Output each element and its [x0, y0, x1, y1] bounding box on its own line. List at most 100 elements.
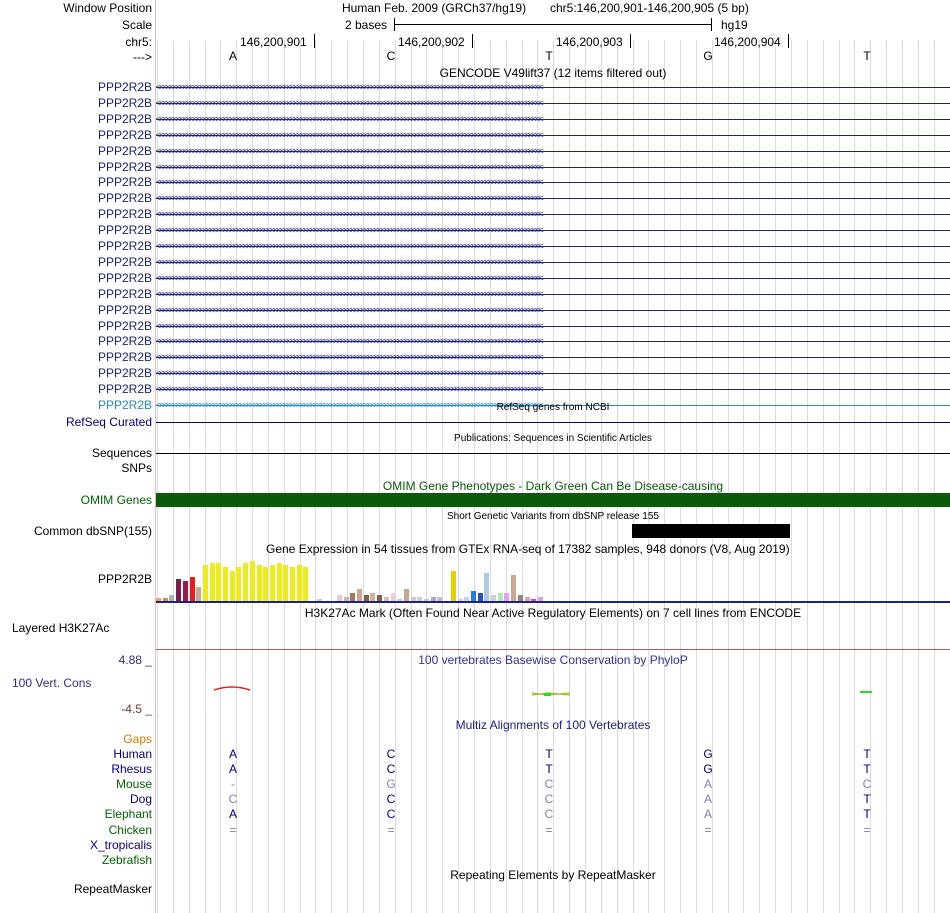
gtex-tissue-bar[interactable] — [290, 567, 295, 601]
gencode-gene-label[interactable]: PPP2R2B — [97, 334, 152, 349]
gencode-transcript[interactable]: <<<<<<<<<<<<<<<<<<<<<<<<<<<<<<<<<<<<<<<<… — [156, 160, 950, 174]
track-data-area[interactable]: Human Feb. 2009 (GRCh37/hg19) chr5:146,2… — [156, 0, 950, 913]
gtex-tissue-bar[interactable] — [470, 591, 476, 601]
gencode-transcript[interactable]: <<<<<<<<<<<<<<<<<<<<<<<<<<<<<<<<<<<<<<<<… — [156, 128, 950, 142]
gtex-tissue-bar[interactable] — [450, 571, 456, 601]
gencode-transcript[interactable]: <<<<<<<<<<<<<<<<<<<<<<<<<<<<<<<<<<<<<<<<… — [156, 366, 950, 380]
gencode-gene-label[interactable]: PPP2R2B — [97, 239, 152, 253]
refseq-curated-label[interactable]: RefSeq Curated — [65, 415, 152, 429]
gtex-tissue-bar[interactable] — [336, 595, 342, 601]
gtex-tissue-bar[interactable] — [269, 565, 275, 601]
gencode-transcript[interactable]: <<<<<<<<<<<<<<<<<<<<<<<<<<<<<<<<<<<<<<<<… — [156, 255, 950, 269]
gtex-tissue-bar[interactable] — [169, 595, 175, 601]
gtex-tissue-bar[interactable] — [276, 563, 282, 601]
species-label[interactable]: Rhesus — [111, 762, 152, 777]
gtex-tissue-bar[interactable] — [517, 595, 523, 601]
gencode-transcript[interactable]: <<<<<<<<<<<<<<<<<<<<<<<<<<<<<<<<<<<<<<<<… — [156, 398, 950, 412]
gencode-transcript[interactable]: <<<<<<<<<<<<<<<<<<<<<<<<<<<<<<<<<<<<<<<<… — [156, 112, 950, 126]
gencode-gene-label[interactable]: PPP2R2B — [97, 254, 152, 269]
gtex-tissue-bar[interactable] — [209, 563, 215, 601]
gtex-tissue-bar[interactable] — [350, 593, 356, 601]
gencode-gene-label[interactable]: PPP2R2B — [97, 302, 152, 317]
gencode-transcript[interactable]: <<<<<<<<<<<<<<<<<<<<<<<<<<<<<<<<<<<<<<<<… — [156, 96, 950, 110]
gtex-tissue-bar[interactable] — [363, 595, 369, 601]
gencode-gene-label[interactable]: PPP2R2B — [97, 143, 152, 158]
gtex-tissue-bar[interactable] — [370, 593, 376, 601]
gencode-gene-label[interactable]: PPP2R2B — [97, 286, 152, 301]
species-label[interactable]: Dog — [129, 792, 152, 807]
gencode-gene-label[interactable]: PPP2R2B — [97, 207, 152, 222]
gencode-transcript[interactable]: <<<<<<<<<<<<<<<<<<<<<<<<<<<<<<<<<<<<<<<<… — [156, 144, 950, 158]
gtex-tissue-bar[interactable] — [491, 595, 496, 601]
gencode-transcript[interactable]: <<<<<<<<<<<<<<<<<<<<<<<<<<<<<<<<<<<<<<<<… — [156, 239, 950, 253]
dbsnp-variant-bar[interactable] — [632, 524, 790, 538]
gtex-tissue-bar[interactable] — [417, 597, 423, 601]
conservation-plot[interactable] — [156, 670, 950, 710]
gencode-transcript[interactable]: <<<<<<<<<<<<<<<<<<<<<<<<<<<<<<<<<<<<<<<<… — [156, 223, 950, 237]
gtex-tissue-bar[interactable] — [531, 599, 537, 601]
gencode-gene-label[interactable]: PPP2R2B — [97, 223, 152, 238]
gtex-bar-chart[interactable] — [156, 556, 950, 601]
gencode-transcript[interactable]: <<<<<<<<<<<<<<<<<<<<<<<<<<<<<<<<<<<<<<<<… — [156, 319, 950, 333]
gtex-tissue-bar[interactable] — [511, 575, 517, 601]
gencode-gene-label[interactable]: PPP2R2B — [97, 398, 152, 412]
gtex-tissue-bar[interactable] — [464, 597, 470, 601]
gtex-tissue-bar[interactable] — [176, 579, 182, 601]
gtex-tissue-bar[interactable] — [477, 593, 483, 601]
gencode-gene-label[interactable]: PPP2R2B — [97, 191, 152, 206]
gtex-tissue-bar[interactable] — [437, 597, 443, 601]
gtex-tissue-bar[interactable] — [182, 581, 188, 601]
gencode-gene-label[interactable]: PPP2R2B — [97, 111, 152, 126]
gtex-gene-label[interactable]: PPP2R2B — [97, 572, 152, 586]
gtex-tissue-bar[interactable] — [196, 587, 202, 601]
gtex-tissue-bar[interactable] — [424, 599, 429, 601]
omim-genes-label[interactable]: OMIM Genes — [80, 493, 152, 507]
gencode-gene-label[interactable]: PPP2R2B — [97, 366, 152, 381]
gtex-tissue-bar[interactable] — [457, 599, 463, 601]
gtex-tissue-bar[interactable] — [504, 593, 510, 601]
repeatmasker-label[interactable]: RepeatMasker — [73, 882, 152, 896]
gtex-tissue-bar[interactable] — [202, 565, 208, 601]
gtex-tissue-bar[interactable] — [296, 565, 302, 601]
gtex-tissue-bar[interactable] — [537, 597, 543, 601]
species-label[interactable]: X_tropicalis — [89, 837, 152, 852]
gtex-tissue-bar[interactable] — [343, 597, 349, 601]
species-label[interactable]: Zebrafish — [101, 852, 152, 867]
gtex-tissue-bar[interactable] — [236, 567, 242, 601]
vert-cons-label[interactable]: 100 Vert. Cons — [12, 676, 92, 690]
gencode-gene-label[interactable]: PPP2R2B — [97, 95, 152, 110]
gencode-transcript[interactable]: <<<<<<<<<<<<<<<<<<<<<<<<<<<<<<<<<<<<<<<<… — [156, 334, 950, 348]
gencode-transcript[interactable]: <<<<<<<<<<<<<<<<<<<<<<<<<<<<<<<<<<<<<<<<… — [156, 303, 950, 317]
gencode-gene-label[interactable]: PPP2R2B — [97, 159, 152, 174]
gencode-transcript[interactable]: <<<<<<<<<<<<<<<<<<<<<<<<<<<<<<<<<<<<<<<<… — [156, 207, 950, 221]
gtex-tissue-bar[interactable] — [403, 589, 409, 601]
gtex-tissue-bar[interactable] — [484, 573, 490, 601]
species-label[interactable]: Chicken — [108, 822, 152, 837]
gencode-transcript[interactable]: <<<<<<<<<<<<<<<<<<<<<<<<<<<<<<<<<<<<<<<<… — [156, 382, 950, 396]
gtex-tissue-bar[interactable] — [256, 565, 262, 601]
omim-bar[interactable] — [156, 493, 950, 507]
gtex-tissue-bar[interactable] — [216, 563, 222, 601]
gtex-tissue-bar[interactable] — [377, 595, 383, 601]
common-dbsnp-label[interactable]: Common dbSNP(155) — [33, 524, 152, 538]
gencode-gene-label[interactable]: PPP2R2B — [97, 318, 152, 333]
gencode-transcript[interactable]: <<<<<<<<<<<<<<<<<<<<<<<<<<<<<<<<<<<<<<<<… — [156, 287, 950, 301]
gtex-tissue-bar[interactable] — [397, 599, 403, 601]
gencode-transcript[interactable]: <<<<<<<<<<<<<<<<<<<<<<<<<<<<<<<<<<<<<<<<… — [156, 350, 950, 364]
publications-line[interactable] — [156, 453, 950, 454]
gtex-tissue-bar[interactable] — [263, 567, 269, 601]
species-label[interactable]: Mouse — [115, 777, 152, 792]
gtex-tissue-bar[interactable] — [357, 589, 362, 601]
gtex-tissue-bar[interactable] — [383, 597, 389, 601]
gencode-gene-label[interactable]: PPP2R2B — [97, 80, 152, 94]
gencode-gene-label[interactable]: PPP2R2B — [97, 175, 152, 190]
species-label[interactable]: Human — [113, 747, 152, 761]
snps-label[interactable]: SNPs — [121, 461, 152, 475]
gencode-transcript[interactable]: <<<<<<<<<<<<<<<<<<<<<<<<<<<<<<<<<<<<<<<<… — [156, 175, 950, 189]
gtex-tissue-bar[interactable] — [189, 577, 195, 601]
gtex-tissue-bar[interactable] — [524, 597, 530, 601]
gtex-tissue-bar[interactable] — [223, 567, 228, 601]
gtex-tissue-bar[interactable] — [229, 571, 235, 601]
gencode-transcript[interactable]: <<<<<<<<<<<<<<<<<<<<<<<<<<<<<<<<<<<<<<<<… — [156, 80, 950, 94]
species-label[interactable]: Elephant — [104, 807, 152, 822]
